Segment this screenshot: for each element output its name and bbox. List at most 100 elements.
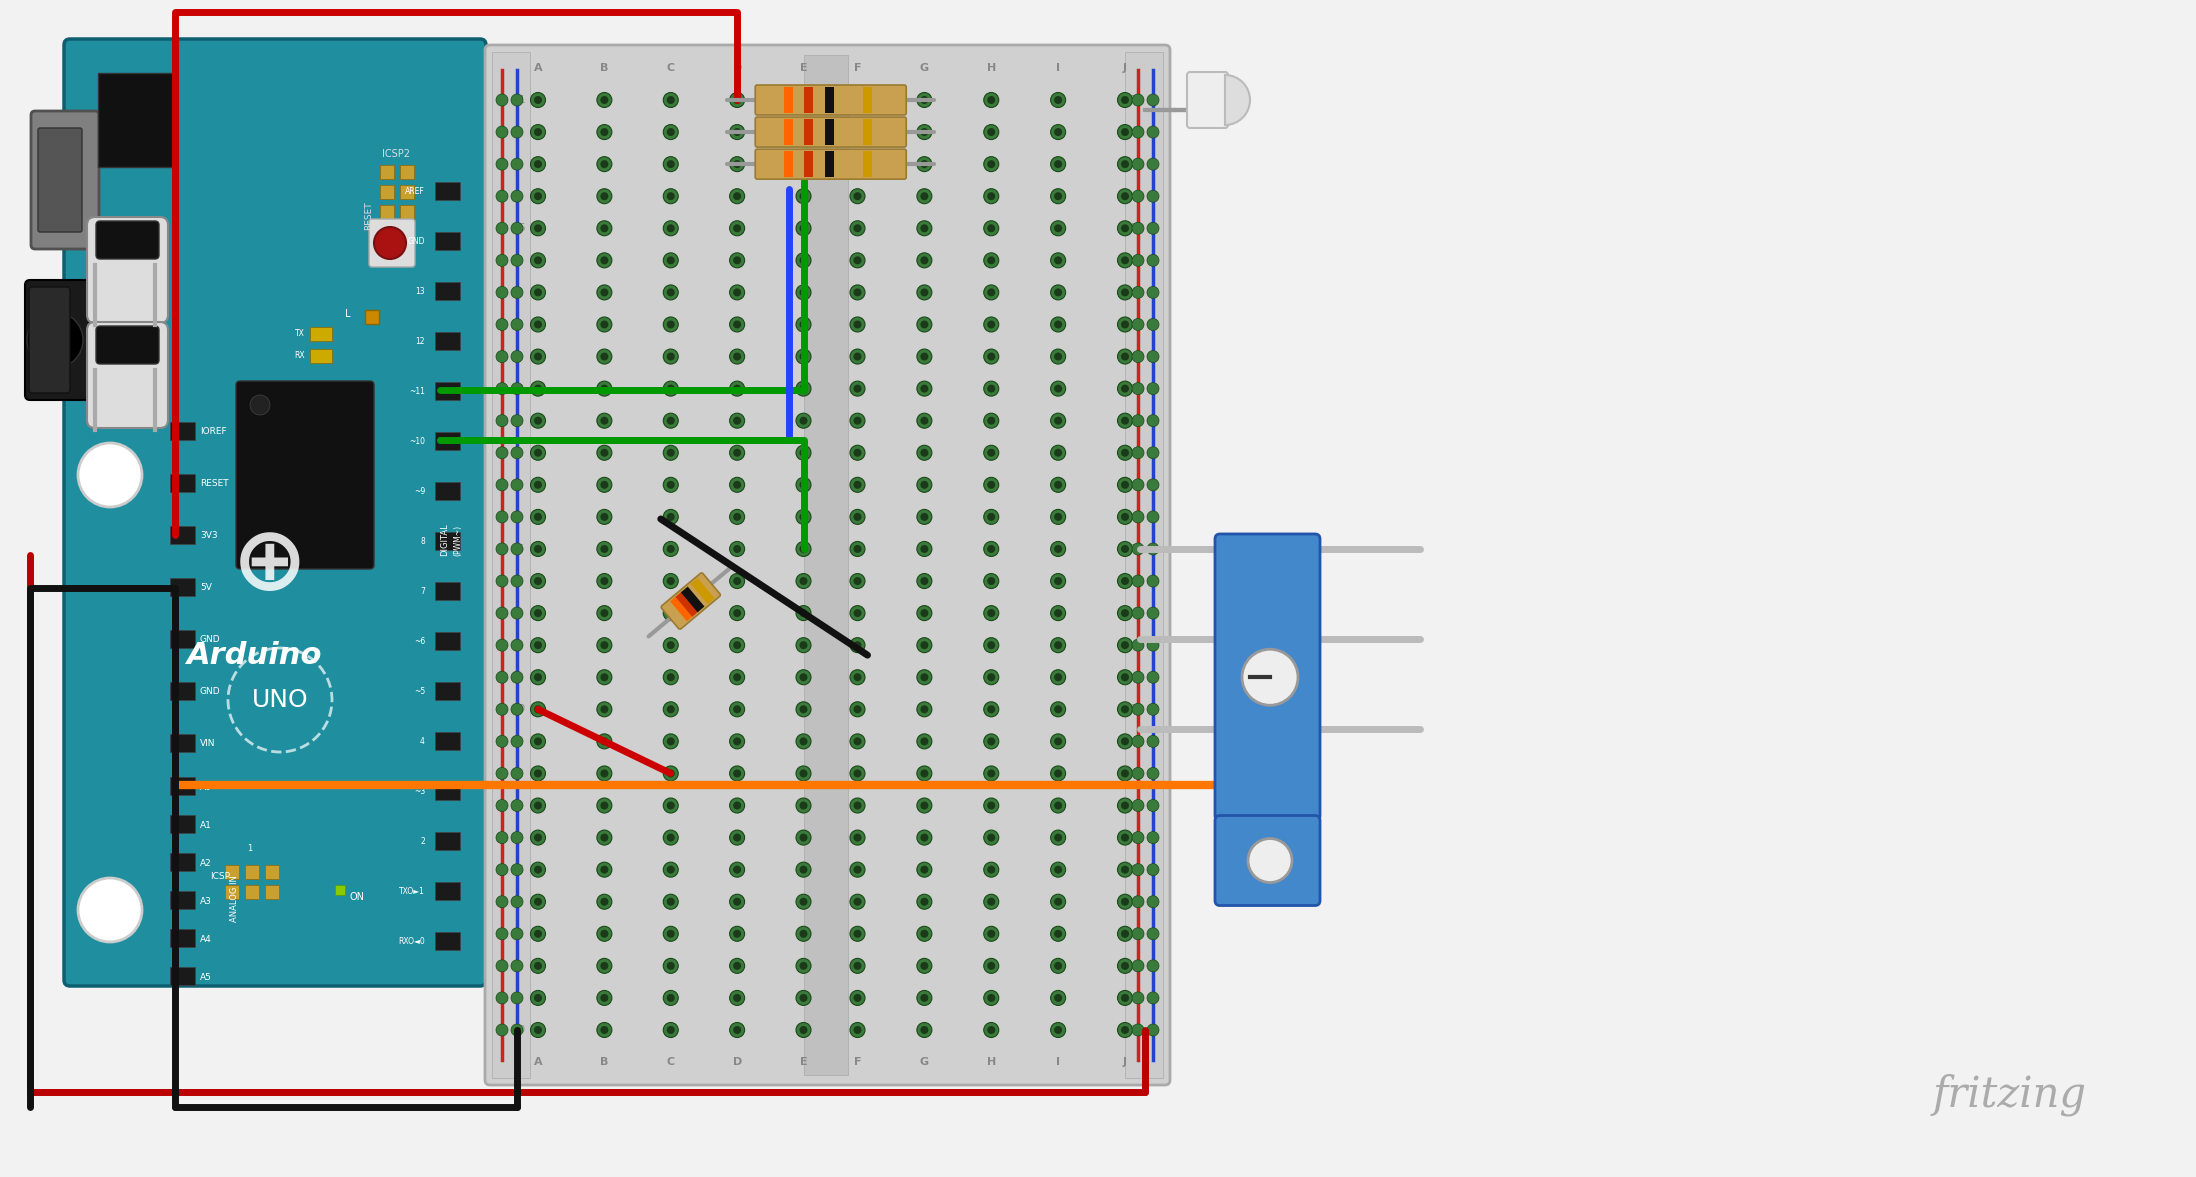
Text: 1: 1 xyxy=(246,844,253,853)
Circle shape xyxy=(531,188,545,204)
Circle shape xyxy=(799,97,808,104)
Circle shape xyxy=(920,865,929,873)
Bar xyxy=(246,885,259,899)
Circle shape xyxy=(1054,320,1063,328)
Circle shape xyxy=(850,701,865,717)
Circle shape xyxy=(663,445,679,460)
Circle shape xyxy=(1120,705,1129,713)
Circle shape xyxy=(795,381,810,397)
Circle shape xyxy=(1118,863,1133,877)
Circle shape xyxy=(496,191,507,202)
Circle shape xyxy=(1120,962,1129,970)
Circle shape xyxy=(988,448,995,457)
Circle shape xyxy=(854,320,861,328)
Circle shape xyxy=(729,734,744,749)
Circle shape xyxy=(496,927,507,939)
Circle shape xyxy=(1050,701,1065,717)
Circle shape xyxy=(534,97,542,104)
Circle shape xyxy=(600,930,608,938)
Circle shape xyxy=(850,188,865,204)
Text: ICSP: ICSP xyxy=(211,872,231,882)
Circle shape xyxy=(988,673,995,681)
Text: 30: 30 xyxy=(512,1025,525,1035)
Circle shape xyxy=(1118,350,1133,364)
Circle shape xyxy=(1146,736,1159,747)
Circle shape xyxy=(1118,253,1133,268)
Circle shape xyxy=(512,992,523,1004)
Text: RXO◄0: RXO◄0 xyxy=(397,938,426,946)
Circle shape xyxy=(496,960,507,972)
FancyBboxPatch shape xyxy=(37,128,81,232)
Text: B: B xyxy=(600,1057,608,1068)
Circle shape xyxy=(496,286,507,299)
Circle shape xyxy=(854,225,861,232)
Circle shape xyxy=(512,864,523,876)
Bar xyxy=(804,87,813,113)
Circle shape xyxy=(597,350,613,364)
Text: Arduino: Arduino xyxy=(187,640,323,670)
Circle shape xyxy=(597,734,613,749)
Circle shape xyxy=(1054,577,1063,585)
Circle shape xyxy=(799,962,808,970)
Circle shape xyxy=(600,320,608,328)
Circle shape xyxy=(795,285,810,300)
Circle shape xyxy=(918,317,931,332)
Bar xyxy=(435,932,459,950)
Text: D: D xyxy=(733,64,742,73)
Circle shape xyxy=(597,381,613,397)
Circle shape xyxy=(988,225,995,232)
Circle shape xyxy=(918,510,931,525)
Circle shape xyxy=(799,930,808,938)
Circle shape xyxy=(854,898,861,906)
Circle shape xyxy=(512,222,523,234)
Circle shape xyxy=(668,385,674,393)
Circle shape xyxy=(1118,895,1133,909)
Circle shape xyxy=(668,160,674,168)
Circle shape xyxy=(597,895,613,909)
Circle shape xyxy=(496,799,507,811)
Text: 1: 1 xyxy=(518,95,525,105)
Circle shape xyxy=(799,353,808,360)
Bar xyxy=(826,87,834,113)
Circle shape xyxy=(733,962,740,970)
Circle shape xyxy=(733,257,740,265)
Circle shape xyxy=(512,414,523,427)
Circle shape xyxy=(1120,417,1129,425)
Circle shape xyxy=(668,513,674,521)
Circle shape xyxy=(1120,737,1129,745)
Circle shape xyxy=(496,383,507,394)
Circle shape xyxy=(668,225,674,232)
Circle shape xyxy=(795,221,810,235)
Circle shape xyxy=(850,157,865,172)
Circle shape xyxy=(1146,607,1159,619)
Circle shape xyxy=(984,766,999,782)
Circle shape xyxy=(1054,160,1063,168)
Circle shape xyxy=(988,641,995,650)
Circle shape xyxy=(597,958,613,973)
Circle shape xyxy=(918,541,931,557)
Circle shape xyxy=(988,320,995,328)
Circle shape xyxy=(534,898,542,906)
Text: 15: 15 xyxy=(1131,544,1144,554)
Circle shape xyxy=(534,448,542,457)
Circle shape xyxy=(600,1026,608,1035)
Circle shape xyxy=(733,737,740,745)
Circle shape xyxy=(496,607,507,619)
Circle shape xyxy=(512,767,523,779)
Bar xyxy=(804,55,848,1075)
Circle shape xyxy=(1118,413,1133,428)
Text: ~5: ~5 xyxy=(413,687,426,697)
Circle shape xyxy=(799,865,808,873)
Bar xyxy=(863,151,872,177)
Bar xyxy=(435,632,459,650)
Circle shape xyxy=(668,962,674,970)
Circle shape xyxy=(1120,993,1129,1002)
Circle shape xyxy=(795,510,810,525)
Circle shape xyxy=(984,188,999,204)
Text: E: E xyxy=(799,1057,808,1068)
Circle shape xyxy=(1054,128,1063,137)
Circle shape xyxy=(988,898,995,906)
Text: 15: 15 xyxy=(512,544,525,554)
Circle shape xyxy=(663,350,679,364)
Circle shape xyxy=(918,990,931,1005)
